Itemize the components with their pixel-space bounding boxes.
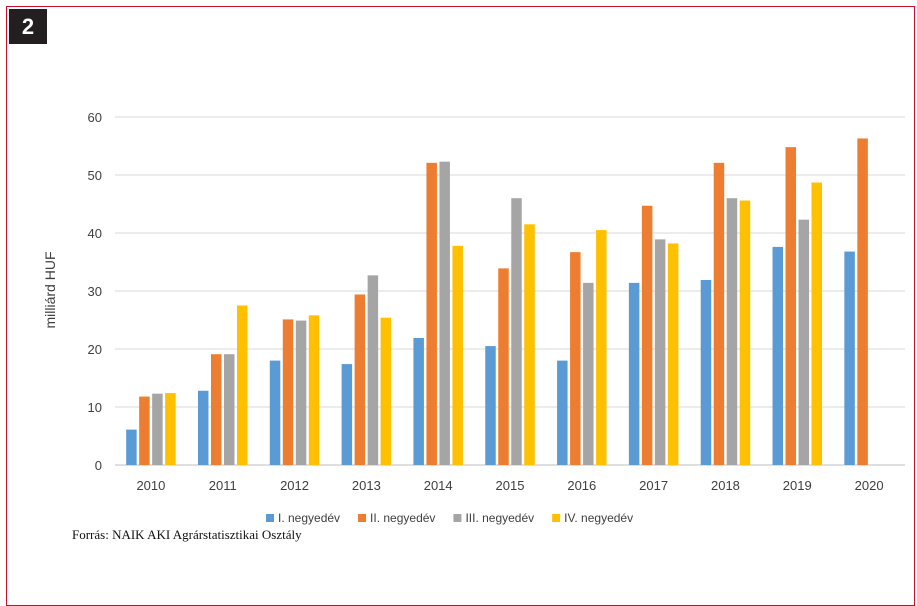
- legend-swatch: [453, 514, 462, 522]
- y-tick-label: 30: [88, 284, 102, 299]
- x-tick-label: 2018: [711, 478, 740, 493]
- x-tick-label: 2020: [855, 478, 884, 493]
- x-tick-label: 2016: [567, 478, 596, 493]
- bar: [857, 138, 868, 465]
- bar: [380, 317, 392, 465]
- source-note: Forrás: NAIK AKI Agrárstatisztikai Osztá…: [72, 527, 302, 542]
- bar: [485, 346, 496, 465]
- bars: [126, 138, 868, 466]
- bar: [785, 147, 797, 465]
- bar: [557, 360, 568, 465]
- x-tick-label: 2015: [496, 478, 525, 493]
- bar: [628, 282, 640, 465]
- y-tick-label: 60: [88, 110, 102, 125]
- bar: [700, 279, 712, 465]
- bar: [667, 243, 679, 465]
- bar: [341, 364, 353, 465]
- legend-label: III. negyedév: [465, 511, 534, 525]
- bar: [713, 162, 725, 465]
- bar: [772, 246, 784, 465]
- bar: [413, 337, 424, 465]
- bar: [844, 251, 855, 465]
- bar: [126, 429, 137, 465]
- bar: [596, 230, 607, 465]
- bar: [452, 245, 463, 465]
- bar: [197, 390, 209, 465]
- legend-label: II. negyedév: [370, 511, 435, 525]
- y-axis-label: milliárd HUF: [42, 252, 58, 329]
- legend-swatch: [358, 514, 367, 522]
- bar: [210, 354, 222, 465]
- bar: [426, 162, 437, 465]
- legend-swatch: [552, 514, 561, 522]
- bar: [282, 319, 294, 465]
- bar: [295, 320, 307, 465]
- bar: [726, 198, 738, 465]
- bar: [308, 315, 320, 465]
- bar: [354, 294, 366, 465]
- y-tick-label: 50: [88, 168, 102, 183]
- bar: [798, 219, 810, 465]
- bar: [223, 354, 235, 465]
- bar: [511, 198, 522, 465]
- bar: [139, 396, 150, 465]
- y-tick-labels: 0 10 20 30 40 50 60: [88, 110, 102, 473]
- x-tick-label: 2019: [783, 478, 812, 493]
- legend-label: I. negyedév: [278, 511, 340, 525]
- x-tick-label: 2010: [136, 478, 165, 493]
- legend-swatch: [266, 514, 274, 522]
- bar: [524, 224, 535, 465]
- bar: [269, 360, 281, 465]
- bar: [654, 239, 666, 465]
- x-tick-label: 2017: [639, 478, 668, 493]
- x-tick-label: 2012: [280, 478, 309, 493]
- bar: [641, 205, 653, 466]
- x-tick-label: 2011: [209, 478, 237, 493]
- bar: [367, 275, 379, 465]
- y-tick-label: 10: [88, 400, 102, 415]
- x-tick-labels: 2010 2011 2012 2013 2014 2015 2016 2017 2018 2019…: [136, 478, 883, 493]
- bar: [152, 393, 163, 465]
- x-tick-label: 2013: [352, 478, 381, 493]
- bar: [236, 305, 248, 465]
- bar: [570, 252, 581, 465]
- bar: [811, 182, 823, 466]
- y-tick-label: 0: [95, 458, 102, 473]
- y-tick-label: 20: [88, 342, 102, 357]
- bar: [498, 268, 509, 465]
- bar: [583, 282, 594, 465]
- legend-label: IV. negyedév: [564, 511, 633, 525]
- legend: I. negyedév II. negyedév III. negyedév IV. …: [266, 511, 633, 525]
- bar: [739, 200, 751, 465]
- y-tick-label: 40: [88, 226, 102, 241]
- bar: [165, 393, 176, 465]
- figure-number-badge: 2: [9, 9, 47, 44]
- x-tick-label: 2014: [424, 478, 453, 493]
- bar: [439, 161, 450, 465]
